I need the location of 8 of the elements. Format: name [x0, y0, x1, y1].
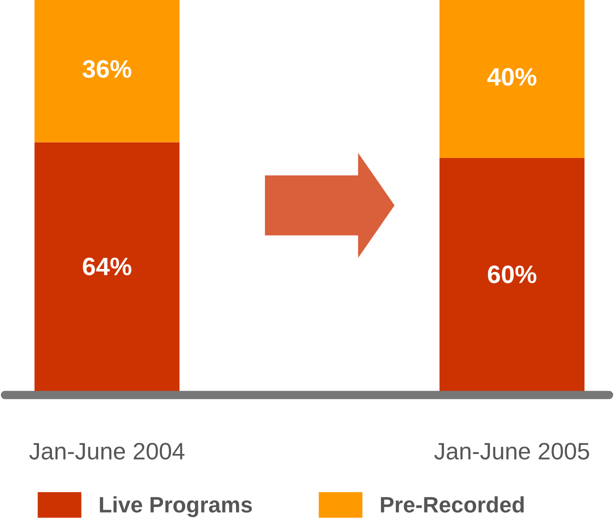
legend-label: Pre-Recorded	[380, 496, 524, 513]
x-tick-label: Jan-June 2005	[434, 442, 590, 460]
data-label: 36%	[82, 60, 132, 78]
x-tick-label: Jan-June 2004	[29, 442, 184, 460]
data-label: 64%	[82, 258, 132, 276]
data-label: 60%	[488, 266, 536, 284]
data-label: 40%	[487, 68, 536, 86]
legend-label: Live Programs	[100, 496, 252, 518]
